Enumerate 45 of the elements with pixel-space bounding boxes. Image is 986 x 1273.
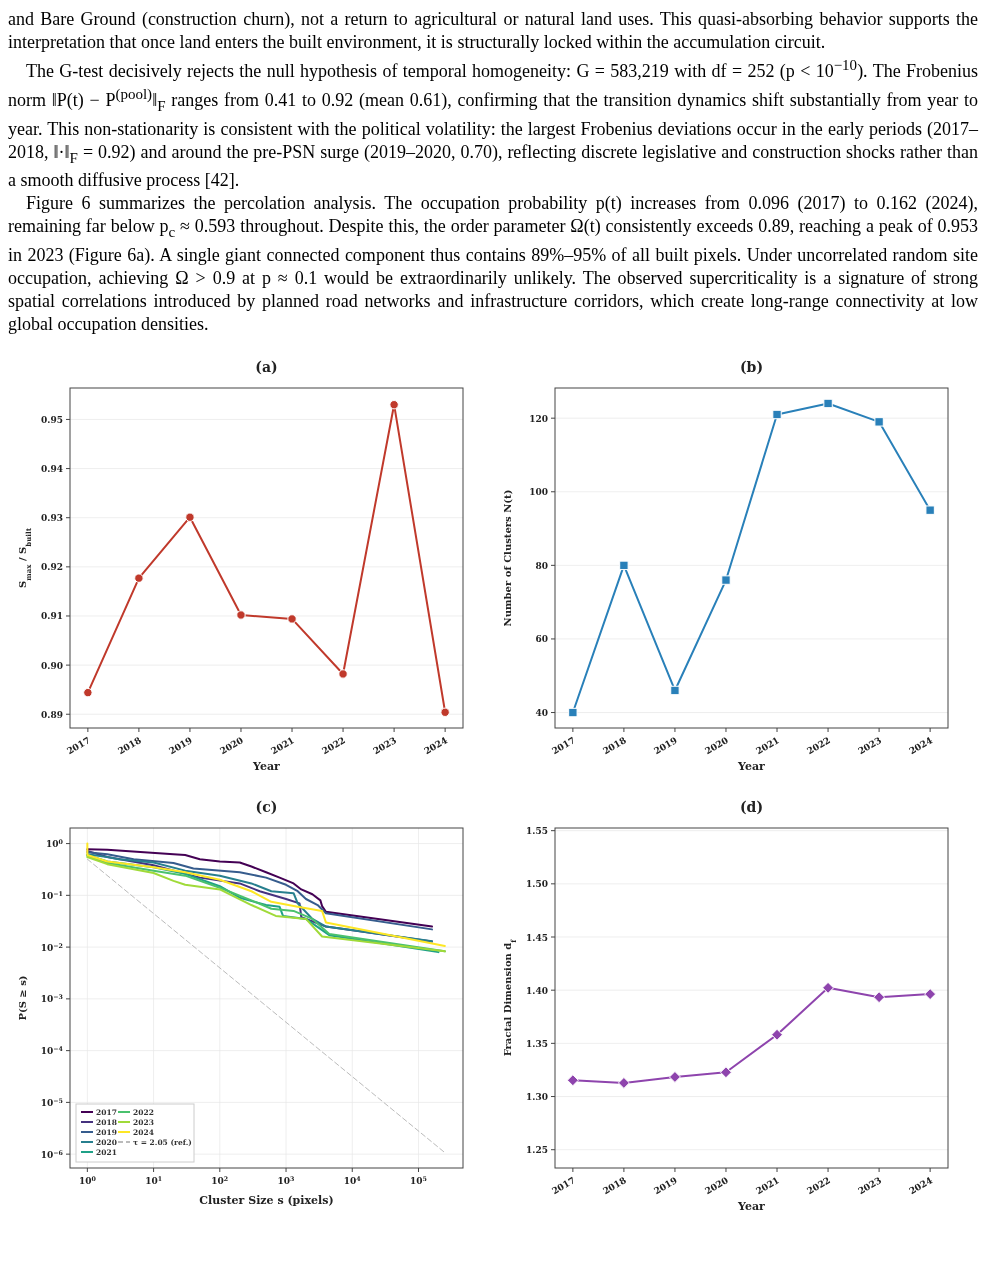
y-tick-label: 40 <box>535 707 548 718</box>
y-axis-title: P(S ≥ s) <box>17 975 28 1021</box>
y-tick-label: 10$^{−5}$ <box>40 1096 63 1108</box>
y-tick-label: 0.89 <box>41 709 63 720</box>
y-tick-label: 10$^{−1}$ <box>40 889 63 901</box>
y-tick-label: 100 <box>529 487 548 498</box>
y-tick-label: 10$^{0}$ <box>46 837 64 849</box>
y-tick-label: 0.93 <box>41 512 63 523</box>
y-tick-label: 10$^{−3}$ <box>40 992 63 1005</box>
y-tick-label: 0.95 <box>41 414 63 425</box>
x-axis-title: Year <box>737 759 766 773</box>
y-tick-label: 10$^{−4}$ <box>40 1044 64 1056</box>
y-tick-label: 1.40 <box>526 985 548 996</box>
y-tick-label: 1.55 <box>526 825 548 836</box>
y-tick-label: 1.30 <box>526 1091 548 1102</box>
y-tick-label: 1.35 <box>526 1038 548 1049</box>
y-tick-label: 10$^{−2}$ <box>40 940 63 953</box>
y-tick-label: 60 <box>535 634 548 645</box>
x-tick-label: 10$^{1}$ <box>145 1174 163 1186</box>
y-tick-label: 1.45 <box>526 932 548 943</box>
text: and Bare Ground (construction churn), not a return to agricultural or natural land uses. This quasi-absorbing behavior supports the interpretation that once land enters the built environment, it is structurally locked within the accumulation circuit. <box>8 8 978 54</box>
chart-title: (c) <box>255 798 278 815</box>
chart-title: (a) <box>255 358 278 375</box>
y-tick-label: 80 <box>535 560 548 571</box>
y-tick-label: 120 <box>529 413 548 424</box>
y-tick-label: 1.25 <box>526 1144 548 1155</box>
chart-title: (d) <box>739 798 764 815</box>
x-tick-label: 10$^{4}$ <box>343 1174 362 1186</box>
x-tick-label: 10$^{2}$ <box>211 1174 229 1186</box>
x-axis-title: Cluster Size s (pixels) <box>199 1193 334 1207</box>
y-tick-label: 0.90 <box>41 660 63 671</box>
y-tick-label: 1.50 <box>526 879 548 890</box>
chart-title: (b) <box>739 358 764 375</box>
y-tick-label: 0.91 <box>41 611 63 622</box>
x-tick-label: 10$^{0}$ <box>78 1174 97 1186</box>
caption: Figure 6 summarizes the percolation analysis. The occupation probability p(t) increases from 0.096 (2017) to 0.162 (2024), remaining far below p$_{c}$ ≈ 0.593 throughout. Despite this, the order parameter Ω(t) consistently exceeds 0.89, reaching a peak of 0.953 in 2023 (Figure 6a). A single giant connected component thus contains 89%–95% of all built pixels. Under uncorrelated random site occupation, achieving Ω > 0.9 at p ≈ 0.1 would be extraordinarily unlikely. The observed supercriticality is a signature of strong spatial correlations introduced by planned road networks and infrastructure corridors, which create long-range connectivity at low global occupation densities. <box>8 192 978 336</box>
y-axis-title: Number of Clusters N(t) <box>502 489 513 627</box>
x-tick-label: 10$^{3}$ <box>277 1174 295 1186</box>
text: The G-test decisively rejects the null hypothesis of temporal homogeneity: G = 583,219 with df = 252 (p < 10$^{−10}$). The Frobenius norm ‖P(t) − P$^{(pool)}$‖$_{F}$ ranges from 0.41 to 0.92 (mean 0.61), confirming that the transition dynamics shift substantially from year to year. This non-stationarity is consistent with the political volatility: the largest Frobenius deviations occur in the early periods (2017–2018, ‖·‖$_{F}$ = 0.92) and around the pre-PSN surge (2019–2020, 0.70), reflecting discrete legislative and construction shocks rather than a smooth diffusive process [42]. <box>8 57 978 191</box>
y-tick-label: 10$^{−6}$ <box>40 1147 64 1160</box>
x-axis-title: Year <box>252 759 281 773</box>
x-axis-title: Year <box>737 1199 766 1213</box>
y-tick-label: 0.94 <box>41 463 63 474</box>
x-tick-label: 10$^{5}$ <box>410 1174 427 1186</box>
y-tick-label: 0.92 <box>41 562 63 573</box>
